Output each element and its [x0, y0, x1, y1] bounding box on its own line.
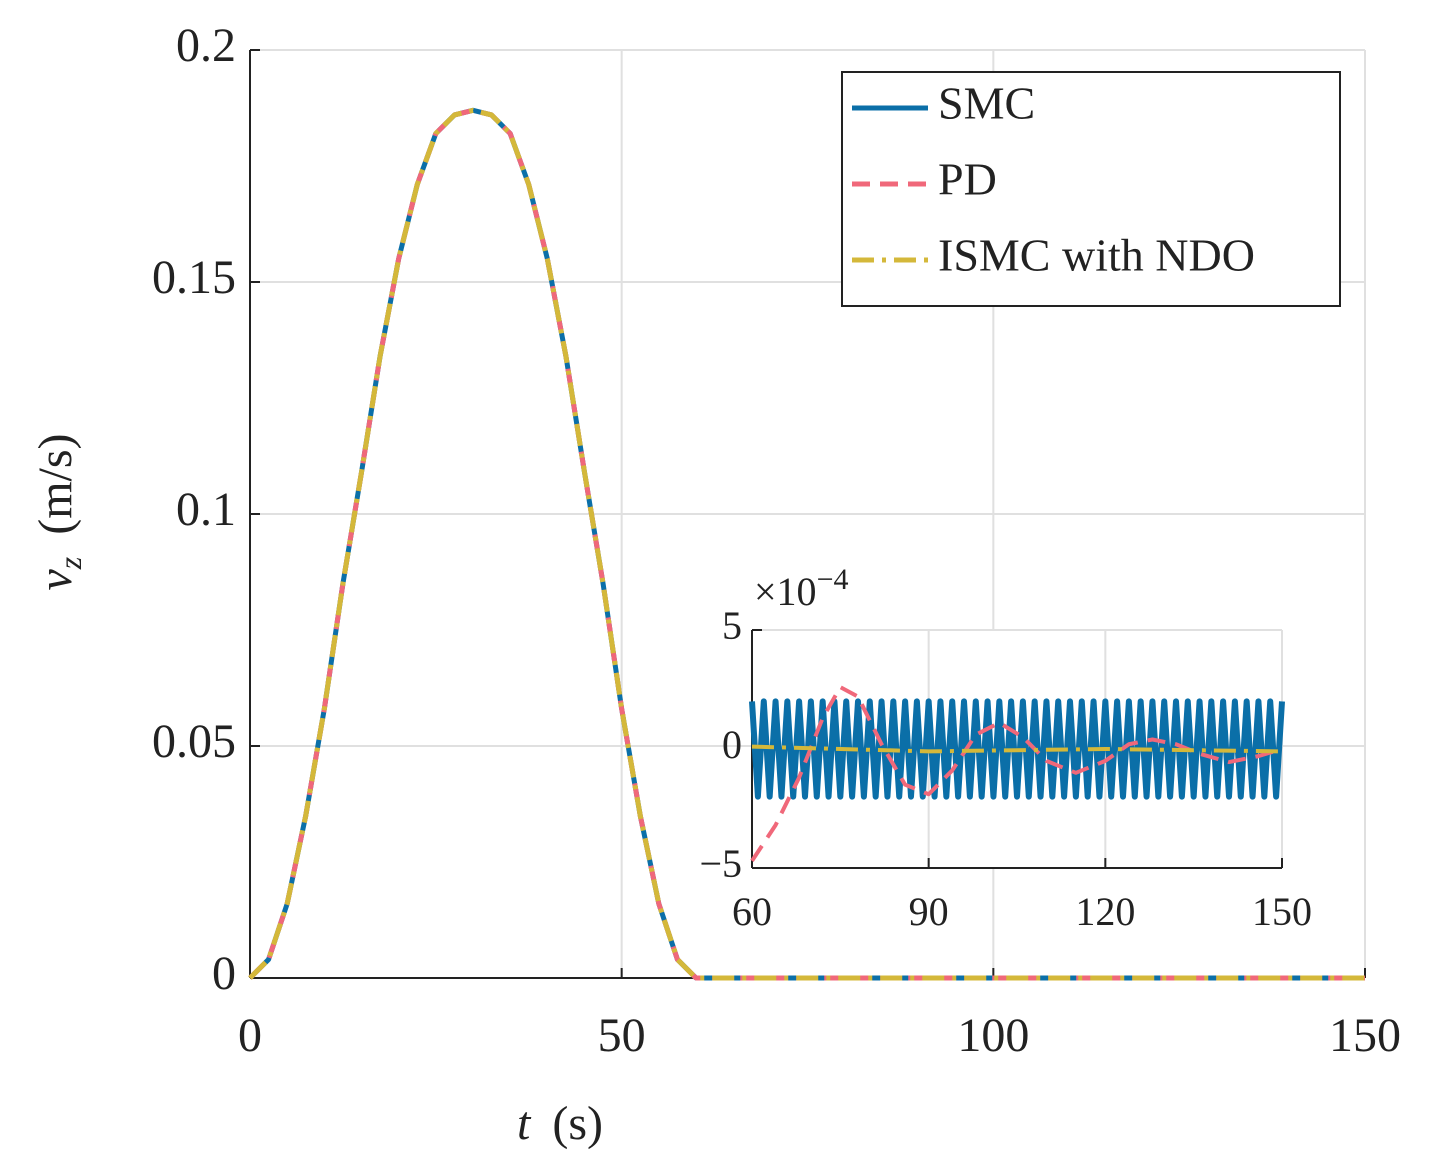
x-tick-label: 90: [909, 889, 949, 934]
legend-box: [841, 71, 1341, 307]
y-tick-label: 0.2: [176, 19, 236, 72]
x-label-unit: (s): [552, 1097, 603, 1150]
y-multiplier-base: ×10: [754, 569, 817, 614]
series-line: [248, 107, 1365, 981]
y-axis-label: vz (m/s): [29, 433, 88, 590]
x-label-symbol: t: [517, 1097, 532, 1150]
x-tick-label: 0: [238, 1009, 262, 1062]
x-tick-label: 60: [732, 889, 772, 934]
x-axis-label: t (s): [517, 1097, 603, 1150]
y-multiplier: ×10−4: [754, 563, 848, 614]
y-tick-label: 0: [212, 947, 236, 1000]
series-line: [751, 744, 1283, 754]
y-tick-label: 0.15: [152, 251, 236, 304]
y-label-unit: (m/s): [29, 433, 82, 534]
x-tick-label: 100: [957, 1009, 1029, 1062]
legend-label: PD: [938, 154, 997, 205]
legend-label: SMC: [938, 78, 1035, 129]
series-line: [750, 685, 1283, 862]
y-tick-label: 0.1: [176, 483, 236, 536]
y-label-subscript: z: [52, 556, 88, 570]
x-tick-label: 120: [1075, 889, 1135, 934]
chart-1: 60 90 120 150 −5 0 5 ×10−4: [699, 563, 1312, 934]
y-label-symbol: v: [29, 569, 82, 591]
y-tick-label: 5: [722, 603, 742, 648]
y-tick-label: −5: [699, 841, 742, 886]
x-tick-label: 150: [1252, 889, 1312, 934]
y-tick-label: 0.05: [152, 715, 236, 768]
x-tick-label: 150: [1329, 1009, 1401, 1062]
x-tick-label: 50: [598, 1009, 646, 1062]
legend-label: ISMC with NDO: [938, 230, 1255, 281]
series-line: [749, 698, 1285, 800]
y-tick-label: 0: [722, 722, 742, 767]
y-multiplier-exponent: −4: [817, 563, 849, 596]
